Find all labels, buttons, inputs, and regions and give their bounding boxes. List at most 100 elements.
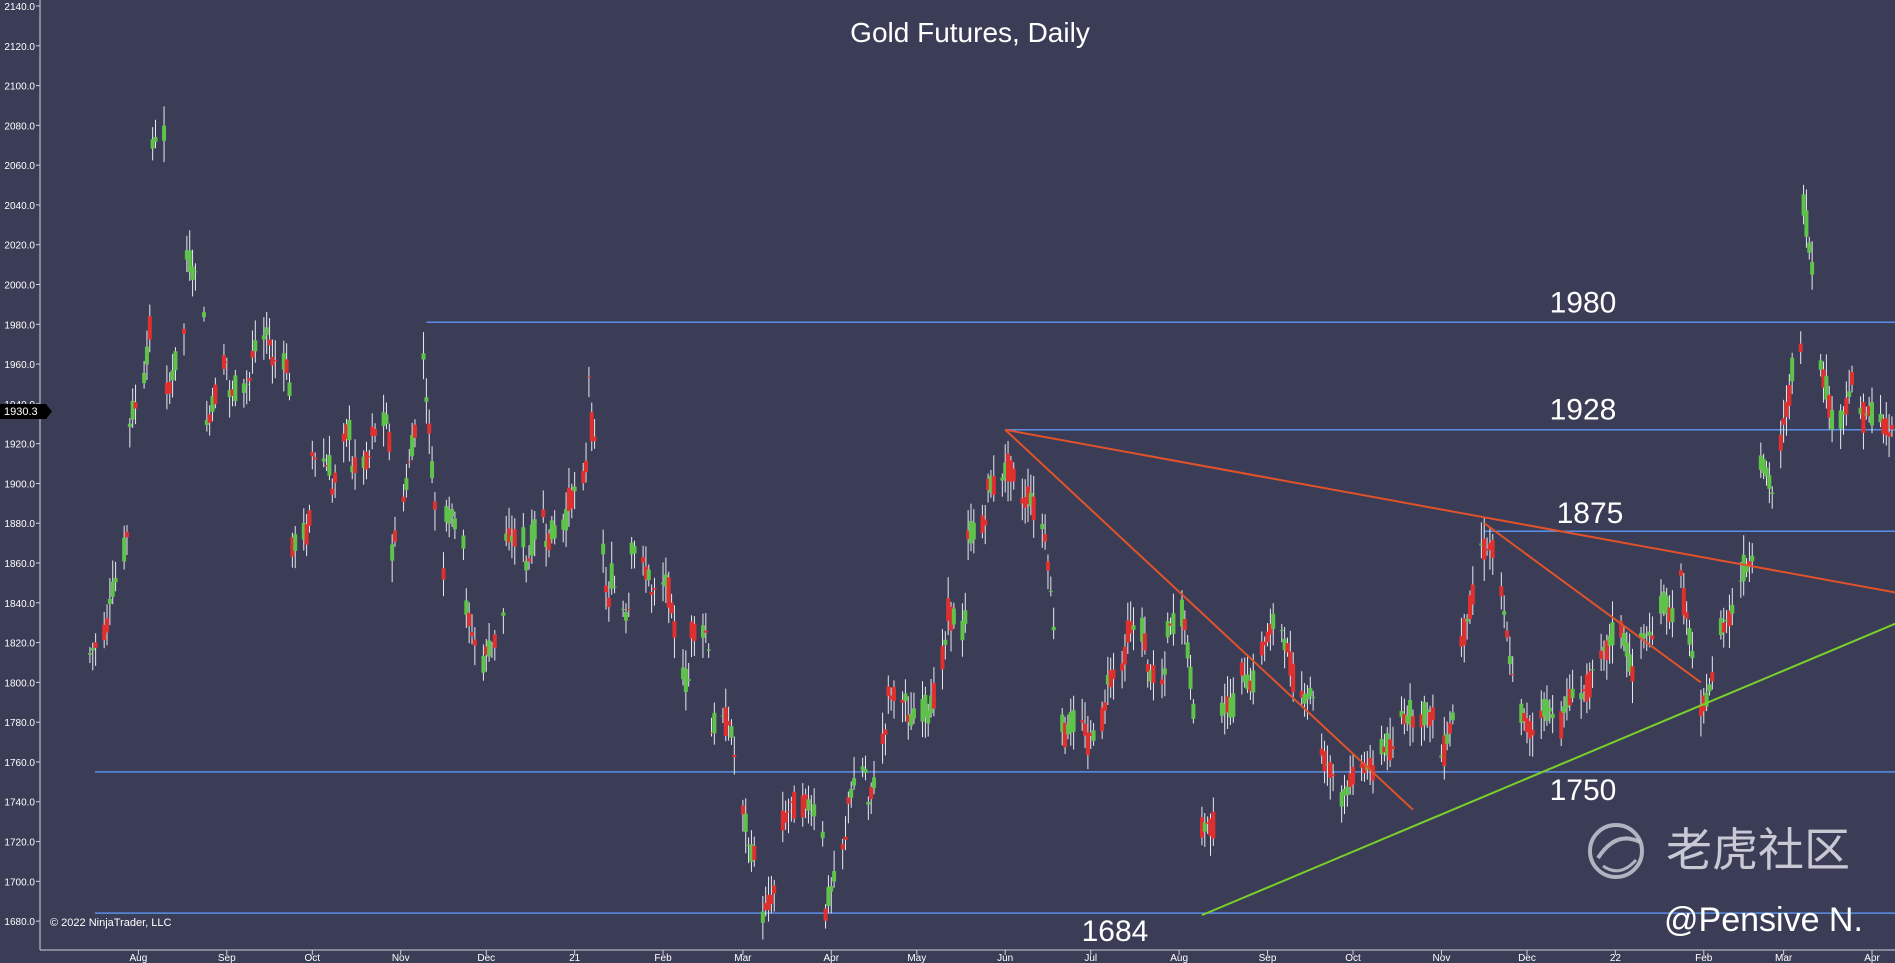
candle-body — [1841, 411, 1846, 415]
candle-body — [1023, 497, 1028, 508]
candle-body — [327, 455, 332, 476]
candle-body — [150, 139, 155, 149]
candle-body — [1502, 611, 1507, 615]
candle-body — [1382, 746, 1387, 753]
candle-body — [911, 708, 916, 719]
watermark-brand: 老虎社区 — [1666, 823, 1850, 877]
candle-body — [182, 328, 187, 334]
candle-body — [105, 618, 110, 633]
candle-body — [909, 713, 914, 726]
x-tick-label: Oct — [305, 953, 321, 963]
candle-body — [1550, 713, 1555, 719]
candle-body — [1790, 357, 1795, 382]
candle-body — [1810, 262, 1815, 275]
candle-body — [1065, 724, 1070, 735]
candle-body — [931, 683, 936, 709]
candle-body — [720, 715, 725, 717]
candle-body — [680, 667, 685, 680]
candle-body — [1687, 628, 1692, 645]
candle-body — [1188, 666, 1193, 689]
candle-body — [566, 487, 571, 511]
candle-body — [1425, 709, 1430, 714]
candle-body — [1889, 425, 1894, 430]
candle-body — [726, 721, 731, 726]
candle-body — [1721, 622, 1726, 633]
y-tick-label: 1760.0 — [4, 758, 35, 769]
candle-body — [1470, 584, 1475, 605]
candle-body — [521, 527, 526, 548]
candle-body — [170, 370, 175, 381]
candle-body — [1222, 704, 1227, 714]
candle-body — [184, 250, 189, 260]
candle-body — [1847, 391, 1852, 397]
candle-body — [1630, 666, 1635, 682]
candle-body — [988, 475, 993, 493]
candle-body — [586, 376, 591, 378]
candle-body — [1202, 822, 1207, 832]
candle-body — [93, 642, 98, 648]
candle-body — [626, 608, 631, 610]
candle-body — [144, 346, 149, 365]
candle-body — [929, 695, 934, 714]
candle-body — [886, 686, 891, 696]
candle-body — [1185, 642, 1190, 659]
candle-body — [147, 316, 152, 340]
candle-body — [524, 561, 529, 571]
candle-body — [1858, 407, 1863, 414]
candle-body — [1043, 534, 1048, 542]
candle-body — [1804, 210, 1809, 237]
candle-body — [1271, 613, 1276, 629]
candle-body — [1322, 750, 1327, 772]
candle-body — [1219, 702, 1224, 716]
candle-body — [87, 653, 92, 655]
candle-body — [1328, 762, 1333, 778]
candle-body — [1704, 692, 1709, 707]
candle-body — [1510, 674, 1515, 676]
candle-body — [866, 802, 871, 805]
candle-body — [1160, 679, 1165, 685]
candle-body — [1445, 734, 1450, 744]
candle-body — [1148, 670, 1153, 682]
candle-body — [464, 600, 469, 615]
candle-body — [920, 698, 925, 722]
candle-body — [1678, 570, 1683, 576]
candle-body — [373, 428, 378, 436]
candle-body — [1487, 543, 1492, 551]
y-tick-label: 1840.0 — [4, 599, 35, 610]
candle-body — [532, 519, 537, 540]
candle-body — [1168, 623, 1173, 626]
candle-body — [1291, 663, 1296, 693]
candle-body — [1607, 635, 1612, 646]
candle-body — [1325, 764, 1330, 766]
candle-body — [1359, 763, 1364, 768]
x-tick-label: Apr — [1864, 953, 1880, 963]
candle-body — [207, 414, 212, 423]
candle-body — [1767, 475, 1772, 489]
candle-body — [1507, 656, 1512, 665]
candle-body — [507, 528, 512, 543]
candle-body — [167, 381, 172, 394]
candle-body — [772, 885, 777, 894]
candle-body — [1251, 670, 1256, 693]
candle-body — [623, 612, 628, 621]
candle-body — [1405, 715, 1410, 724]
candle-body — [1091, 730, 1096, 741]
candle-body — [1861, 402, 1866, 433]
x-tick-label: Apr — [823, 953, 839, 963]
candle-body — [410, 434, 415, 457]
y-tick-label: 1820.0 — [4, 639, 35, 650]
candle-body — [1738, 580, 1743, 582]
candle-body — [1262, 641, 1267, 646]
candle-body — [124, 531, 129, 538]
candle-body — [1051, 626, 1056, 631]
candle-body — [983, 519, 988, 526]
x-tick-label: Dec — [1518, 953, 1536, 963]
x-tick-label: Nov — [1433, 953, 1451, 963]
x-tick-label: Feb — [1695, 953, 1713, 963]
level-label-1684: 1684 — [1082, 915, 1149, 948]
candle-body — [230, 389, 235, 396]
candle-body — [709, 732, 714, 734]
candle-body — [1741, 554, 1746, 582]
candle-body — [1584, 674, 1589, 702]
last-price-label: 1930.3 — [4, 406, 38, 418]
